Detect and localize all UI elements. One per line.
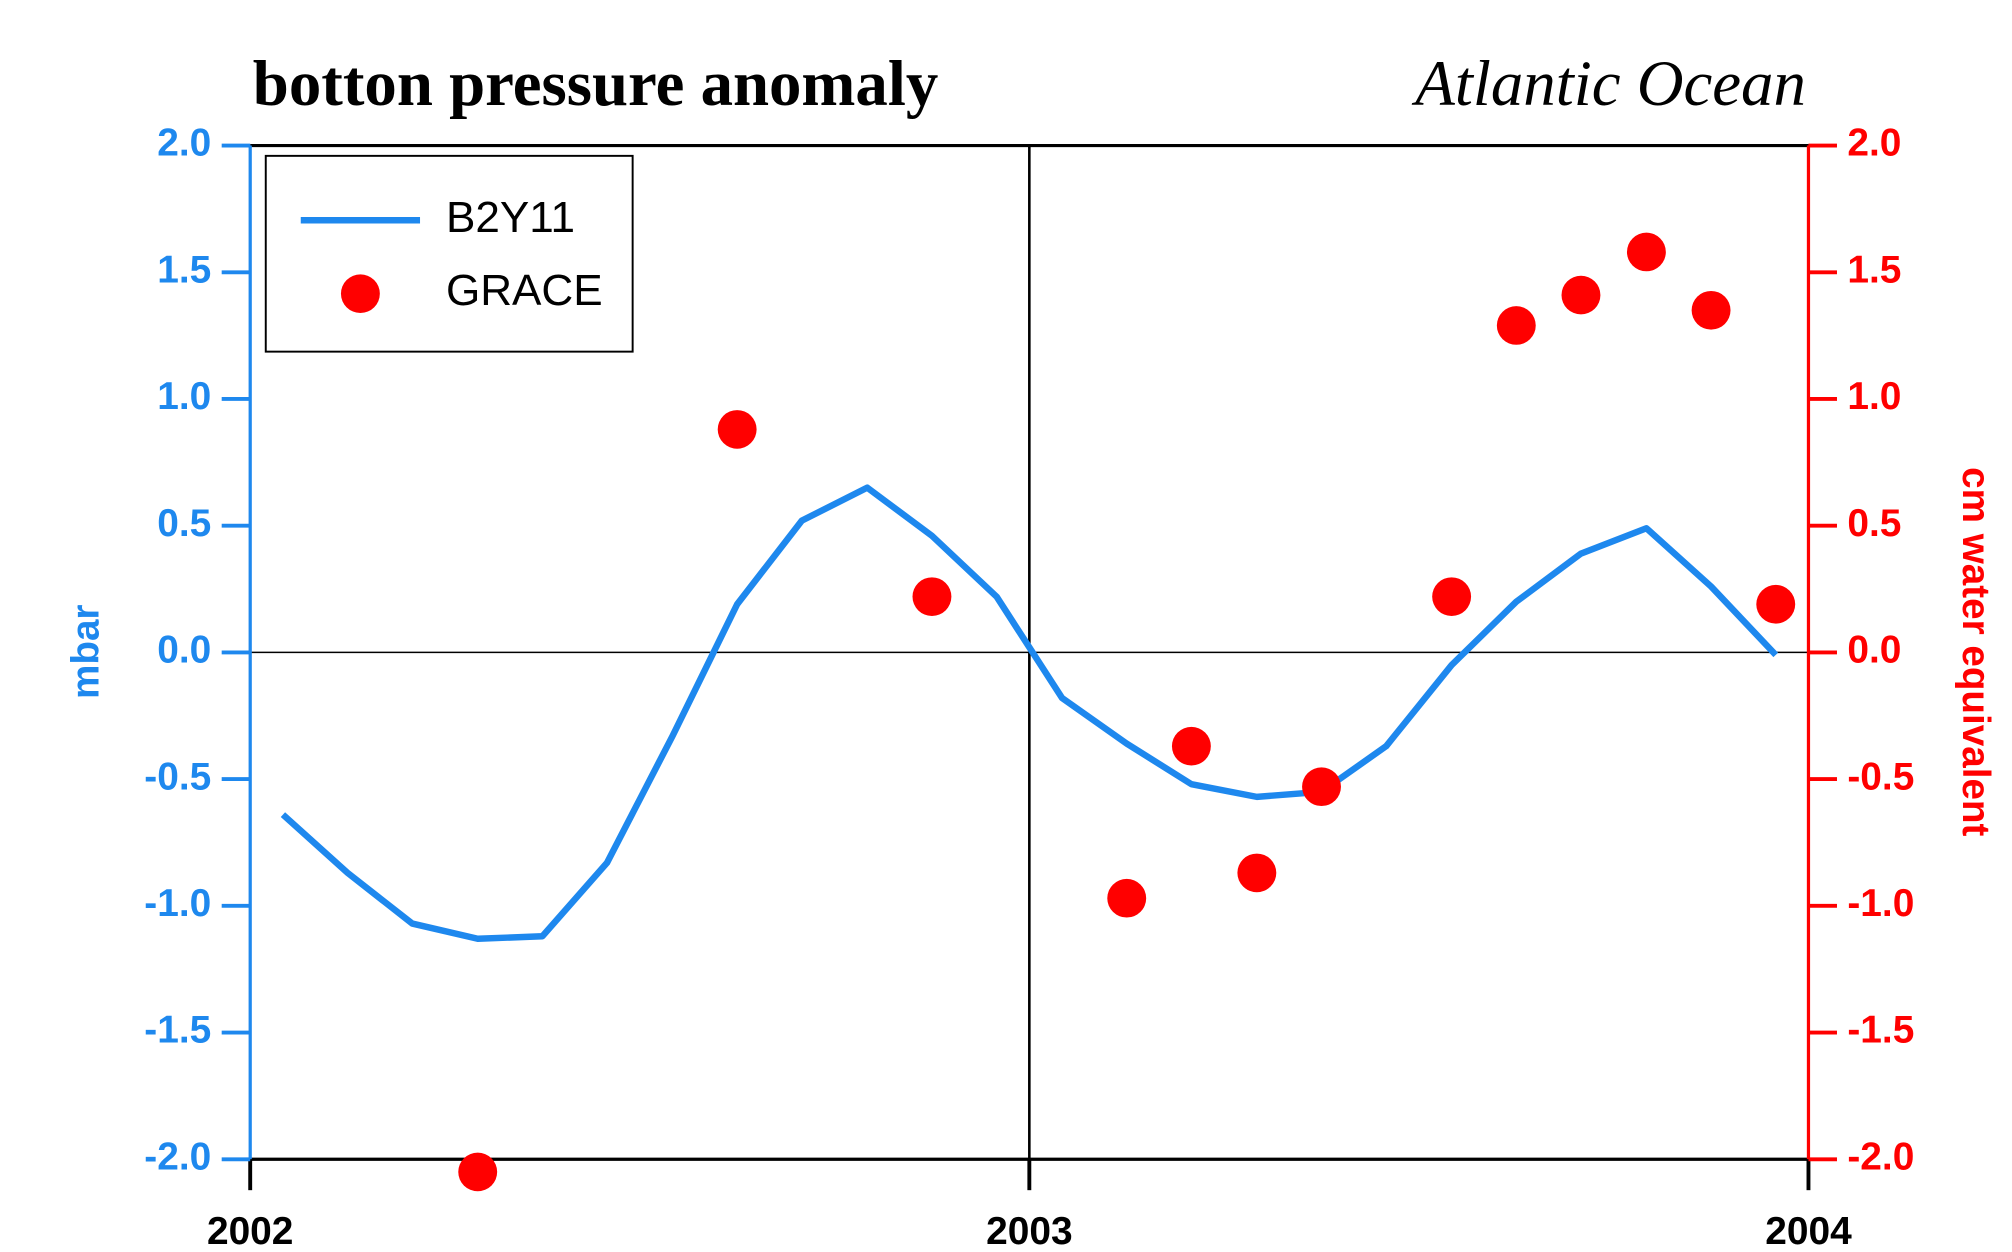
- data-point: [458, 1152, 498, 1192]
- data-point: [1107, 878, 1147, 918]
- data-point: [1626, 232, 1666, 272]
- y-tick-label: 2.0: [157, 122, 211, 165]
- y-tick-label: 0.0: [157, 629, 211, 672]
- chart-subtitle: Atlantic Ocean: [1411, 47, 1806, 119]
- legend-marker: [340, 274, 380, 313]
- data-point: [1302, 767, 1341, 807]
- legend-box: [264, 154, 634, 353]
- y-tick-label: -1.0: [144, 882, 211, 925]
- data-point: [912, 577, 952, 616]
- y-tick-label: 0.5: [157, 502, 211, 545]
- data-point: [1756, 584, 1796, 624]
- legend-label: GRACE: [446, 266, 603, 315]
- data-line: [280, 484, 1779, 942]
- y2-tick-label: -2.0: [1847, 1136, 1914, 1179]
- data-point: [1691, 290, 1731, 330]
- legend-label: B2Y11: [446, 193, 575, 242]
- y-tick-label: -0.5: [144, 755, 211, 798]
- y2-tick-label: 0.5: [1847, 502, 1901, 545]
- y-tick-label: -1.5: [144, 1009, 211, 1052]
- x-tick-label: 2003: [986, 1210, 1072, 1252]
- y2-tick-label: -1.5: [1847, 1009, 1914, 1052]
- data-point: [1561, 275, 1601, 315]
- y2-tick-label: 2.0: [1847, 122, 1901, 165]
- data-point: [717, 410, 757, 449]
- y2-tick-label: 1.0: [1847, 375, 1901, 418]
- x-tick-label: 2002: [207, 1210, 293, 1252]
- data-point: [1237, 853, 1277, 893]
- y2-tick-label: 1.5: [1847, 249, 1901, 292]
- y2-tick-label: 0.0: [1847, 629, 1901, 672]
- y2-tick-label: -0.5: [1847, 755, 1914, 798]
- y-axis-label: mbar: [64, 605, 107, 699]
- chart-title: botton pressure anomaly: [253, 47, 938, 119]
- y2-axis-label: cm water equivalent: [1954, 467, 1997, 836]
- y-tick-label: 1.5: [157, 249, 211, 292]
- data-point: [1496, 306, 1536, 345]
- data-point: [1171, 726, 1211, 766]
- x-tick-label: 2004: [1765, 1210, 1852, 1252]
- data-point: [1432, 577, 1472, 616]
- y-tick-label: 1.0: [157, 375, 211, 418]
- y2-tick-label: -1.0: [1847, 882, 1914, 925]
- y-tick-label: -2.0: [144, 1136, 211, 1179]
